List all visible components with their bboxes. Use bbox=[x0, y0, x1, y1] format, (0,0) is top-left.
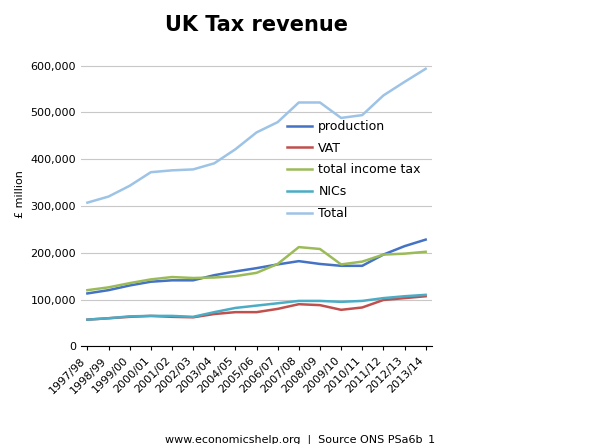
total income tax bbox=[316, 246, 323, 252]
NICs bbox=[380, 295, 387, 301]
VAT bbox=[295, 301, 302, 307]
Total bbox=[359, 112, 366, 118]
VAT bbox=[253, 309, 260, 315]
Title: UK Tax revenue: UK Tax revenue bbox=[165, 15, 348, 35]
VAT bbox=[274, 306, 281, 312]
VAT bbox=[401, 295, 408, 301]
total income tax bbox=[84, 288, 91, 293]
NICs bbox=[401, 293, 408, 299]
total income tax bbox=[190, 275, 197, 281]
production bbox=[190, 278, 197, 283]
production bbox=[316, 261, 323, 266]
production bbox=[126, 283, 133, 288]
NICs bbox=[295, 298, 302, 304]
total income tax bbox=[380, 252, 387, 257]
Total bbox=[211, 161, 218, 166]
VAT bbox=[232, 309, 239, 315]
NICs bbox=[211, 309, 218, 315]
Total bbox=[274, 119, 281, 125]
NICs bbox=[274, 301, 281, 306]
total income tax bbox=[147, 277, 154, 282]
production bbox=[380, 252, 387, 257]
NICs bbox=[232, 305, 239, 311]
Total bbox=[337, 115, 344, 121]
total income tax bbox=[401, 251, 408, 256]
NICs bbox=[422, 292, 429, 297]
NICs bbox=[316, 298, 323, 304]
total income tax bbox=[422, 249, 429, 254]
production bbox=[401, 243, 408, 249]
total income tax bbox=[359, 259, 366, 264]
Line: total income tax: total income tax bbox=[88, 247, 425, 290]
production bbox=[105, 288, 112, 293]
total income tax bbox=[169, 274, 176, 280]
Legend: production, VAT, total income tax, NICs, Total: production, VAT, total income tax, NICs,… bbox=[282, 115, 426, 225]
Total bbox=[169, 168, 176, 173]
total income tax bbox=[211, 275, 218, 280]
VAT bbox=[211, 311, 218, 317]
Total bbox=[316, 100, 323, 105]
VAT bbox=[190, 315, 197, 320]
Total bbox=[126, 183, 133, 188]
Total bbox=[232, 147, 239, 152]
VAT bbox=[126, 314, 133, 320]
Line: VAT: VAT bbox=[88, 296, 425, 320]
VAT bbox=[422, 293, 429, 299]
VAT bbox=[380, 297, 387, 303]
total income tax bbox=[295, 245, 302, 250]
NICs bbox=[126, 314, 133, 319]
NICs bbox=[359, 298, 366, 304]
NICs bbox=[84, 317, 91, 322]
Total bbox=[422, 66, 429, 71]
production bbox=[232, 269, 239, 274]
production bbox=[84, 291, 91, 296]
NICs bbox=[169, 313, 176, 318]
production bbox=[211, 273, 218, 278]
Total bbox=[380, 93, 387, 98]
production bbox=[295, 258, 302, 264]
Total bbox=[105, 194, 112, 199]
production bbox=[147, 279, 154, 285]
VAT bbox=[359, 305, 366, 310]
total income tax bbox=[232, 274, 239, 279]
VAT bbox=[337, 307, 344, 313]
NICs bbox=[147, 313, 154, 318]
production bbox=[337, 263, 344, 269]
Total bbox=[253, 130, 260, 135]
NICs bbox=[105, 316, 112, 321]
NICs bbox=[337, 299, 344, 305]
total income tax bbox=[274, 261, 281, 266]
Line: NICs: NICs bbox=[88, 295, 425, 320]
Line: production: production bbox=[88, 240, 425, 293]
Line: Total: Total bbox=[88, 69, 425, 202]
VAT bbox=[105, 316, 112, 321]
Y-axis label: £ million: £ million bbox=[15, 170, 25, 218]
production bbox=[274, 262, 281, 267]
VAT bbox=[169, 314, 176, 320]
NICs bbox=[253, 303, 260, 308]
production bbox=[422, 237, 429, 242]
total income tax bbox=[105, 285, 112, 290]
Total bbox=[147, 170, 154, 175]
NICs bbox=[190, 314, 197, 320]
Total bbox=[84, 200, 91, 205]
total income tax bbox=[337, 262, 344, 267]
production bbox=[253, 266, 260, 271]
Total bbox=[190, 167, 197, 172]
VAT bbox=[147, 313, 154, 318]
Total bbox=[401, 79, 408, 84]
production bbox=[169, 278, 176, 283]
VAT bbox=[84, 317, 91, 322]
production bbox=[359, 263, 366, 269]
Text: www.economicshelp.org  |  Source ONS PSa6b_1: www.economicshelp.org | Source ONS PSa6b… bbox=[165, 434, 435, 444]
total income tax bbox=[253, 270, 260, 276]
Total bbox=[295, 100, 302, 105]
VAT bbox=[316, 302, 323, 308]
total income tax bbox=[126, 281, 133, 286]
